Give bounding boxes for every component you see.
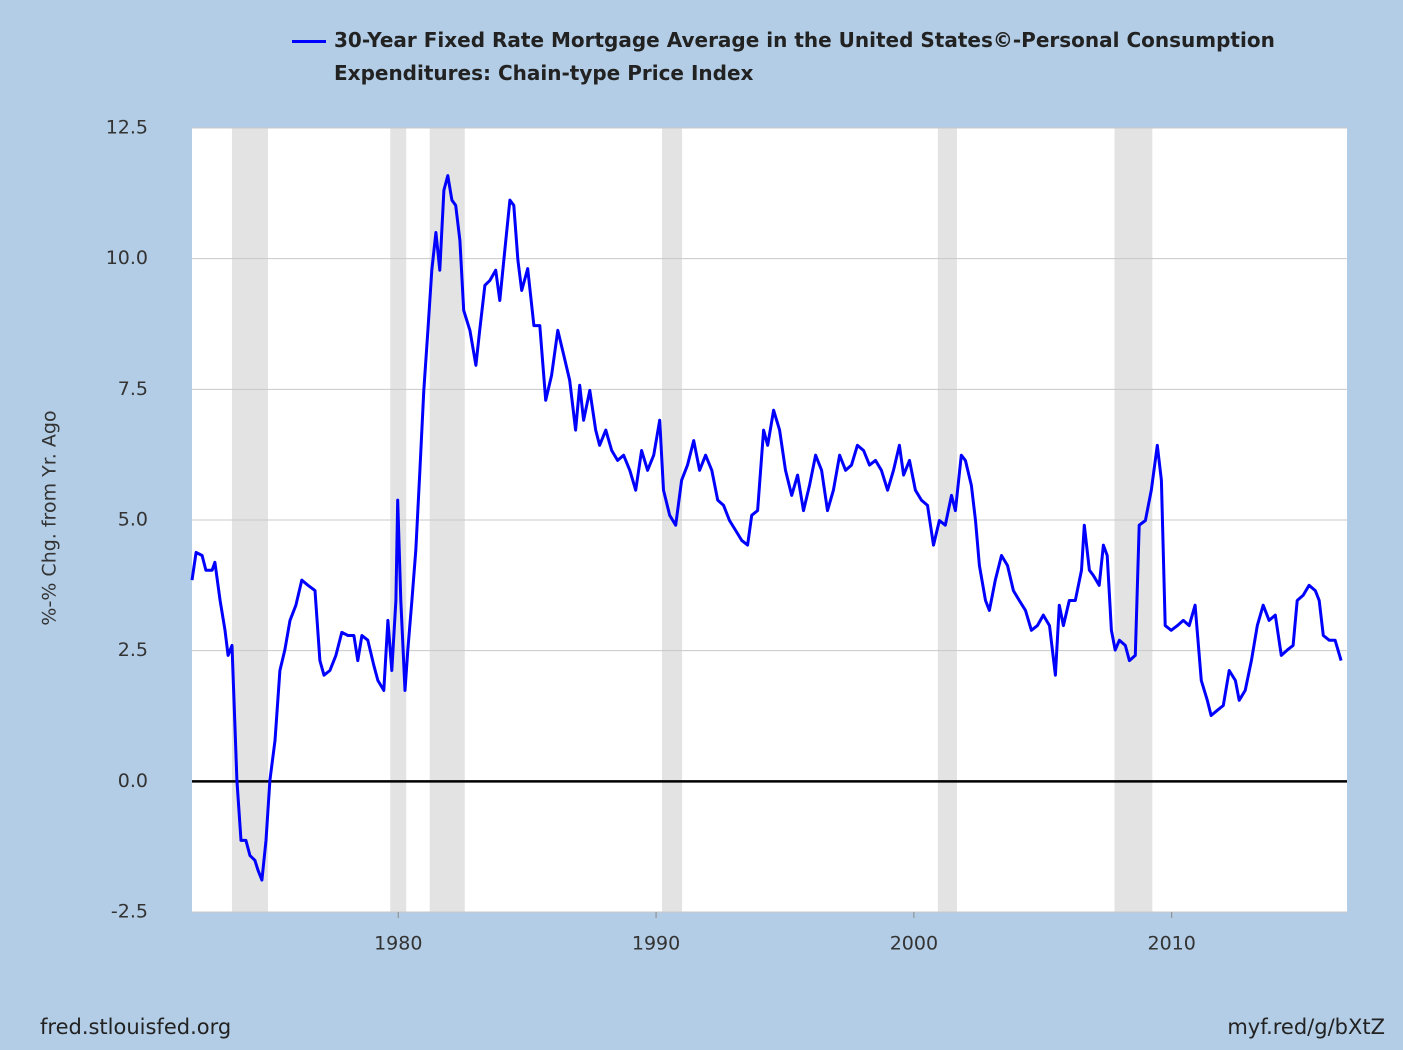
- y-tick-label: 5.0: [118, 509, 148, 531]
- link: myf.red/g/bXtZ: [1227, 1015, 1385, 1039]
- y-tick-label: 12.5: [106, 117, 148, 139]
- series-line: [190, 174, 1343, 882]
- legend: 30-Year Fixed Rate Mortgage Average in t…: [292, 24, 1302, 90]
- x-tick-label: 1980: [374, 933, 422, 955]
- y-tick-label: 7.5: [118, 378, 148, 400]
- legend-label: 30-Year Fixed Rate Mortgage Average in t…: [334, 28, 1275, 85]
- source: fred.stlouisfed.org: [40, 1015, 232, 1039]
- y-tick-label: 0.0: [118, 770, 148, 792]
- x-tick-label: 2000: [890, 933, 938, 955]
- x-tick-label: 1990: [632, 933, 680, 955]
- y-tick-label: -2.5: [111, 901, 148, 923]
- y-axis-label: %-% Chg. from Yr. Ago: [39, 410, 61, 625]
- y-tick-label: 2.5: [118, 639, 148, 661]
- x-tick-label: 2010: [1148, 933, 1196, 955]
- legend-swatch: [292, 40, 326, 43]
- y-tick-label: 10.0: [106, 247, 148, 269]
